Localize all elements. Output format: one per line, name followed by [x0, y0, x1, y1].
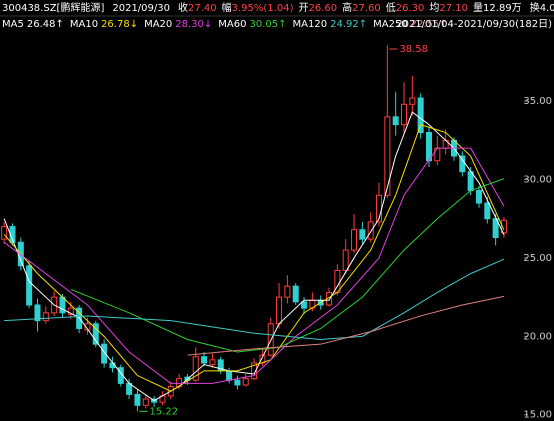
candle-body — [425, 132, 432, 162]
candle-body — [1, 226, 8, 240]
header-field: 高 — [342, 1, 352, 14]
header-field: 12.89万 — [483, 3, 522, 14]
candle-body — [92, 323, 99, 345]
legend-name: MA250 — [373, 19, 408, 30]
header-field: 3.95%(1.04) — [232, 3, 294, 14]
ma-line — [4, 258, 505, 340]
candle-body — [342, 249, 349, 271]
header-field: 量 — [473, 2, 483, 14]
candle-body — [276, 296, 283, 325]
candle-body — [242, 378, 249, 386]
candle-body — [134, 393, 141, 406]
candle-body — [192, 356, 199, 381]
candle-body — [292, 285, 299, 303]
legend-name: MA120 — [293, 19, 328, 30]
header-field: 2021/09/30 — [112, 3, 170, 14]
annotation-label: 15.22 — [149, 406, 178, 417]
candle-body — [467, 171, 474, 192]
header-field: 收 — [178, 1, 188, 14]
legend-name: MA5 — [2, 19, 24, 30]
candle-body — [392, 116, 399, 126]
candle-body — [484, 202, 491, 220]
date-range: 2021/01/04-2021/09/30(182日) — [396, 19, 552, 30]
header-field: 4.00% — [540, 3, 554, 14]
header-field: 开 — [298, 3, 308, 14]
candle-body — [417, 97, 424, 134]
candle-body — [359, 229, 366, 240]
legend-name: MA10 — [70, 19, 98, 30]
header-field: 26.30 — [396, 3, 425, 14]
y-tick-label: 30.00 — [523, 175, 552, 186]
candle-body — [34, 304, 41, 322]
candle-body — [475, 190, 482, 204]
candle-body — [209, 359, 216, 366]
header-field: 27.60 — [352, 3, 381, 14]
y-tick-label: 15.00 — [523, 410, 552, 421]
ma-line — [3, 147, 505, 384]
candle-body — [384, 116, 391, 196]
legend-value: 26.48↑ — [27, 19, 64, 30]
candle-body — [26, 265, 33, 306]
candle-body — [67, 307, 74, 315]
header-field: 换 — [530, 1, 540, 14]
annotation-label: 38.58 — [399, 44, 428, 55]
candle-body — [301, 301, 308, 309]
candle-body — [492, 218, 499, 239]
candle-body — [367, 221, 374, 240]
header-field: 低 — [386, 1, 396, 14]
y-tick-label: 20.00 — [523, 331, 552, 342]
y-tick-label: 25.00 — [523, 253, 552, 264]
legend-name: MA60 — [218, 19, 246, 30]
header-field: 300438.SZ[鹏辉能源] — [2, 1, 104, 14]
header-field: 均 — [429, 2, 439, 14]
candle-body — [226, 370, 233, 381]
candle-body — [142, 398, 149, 406]
candle-body — [459, 155, 466, 173]
legend-value: 30.05↑ — [250, 19, 287, 30]
header-field: 27.40 — [188, 3, 217, 14]
candle-body — [500, 219, 507, 234]
header-field: 26.60 — [308, 3, 337, 14]
candle-body — [201, 356, 208, 364]
legend-value: 26.78↓ — [101, 19, 138, 30]
candle-body — [401, 103, 408, 126]
candle-body — [351, 229, 358, 251]
ma-line — [70, 178, 505, 353]
legend-name: MA20 — [144, 19, 172, 30]
header-field: 27.10 — [439, 3, 468, 14]
legend-value: 28.30↓ — [175, 19, 212, 30]
legend-value: 22.55↑ — [411, 19, 448, 30]
candle-body — [234, 379, 241, 386]
candle-body — [42, 312, 49, 322]
candle-body — [251, 362, 258, 380]
ma-line — [187, 295, 505, 356]
candle-body — [409, 97, 416, 105]
candle-body — [284, 285, 291, 298]
legend-value: 24.92↑ — [330, 19, 367, 30]
candle-body — [101, 343, 108, 364]
candle-body — [84, 323, 91, 331]
header-field: 幅 — [222, 1, 232, 14]
y-tick-label: 35.00 — [523, 96, 552, 107]
